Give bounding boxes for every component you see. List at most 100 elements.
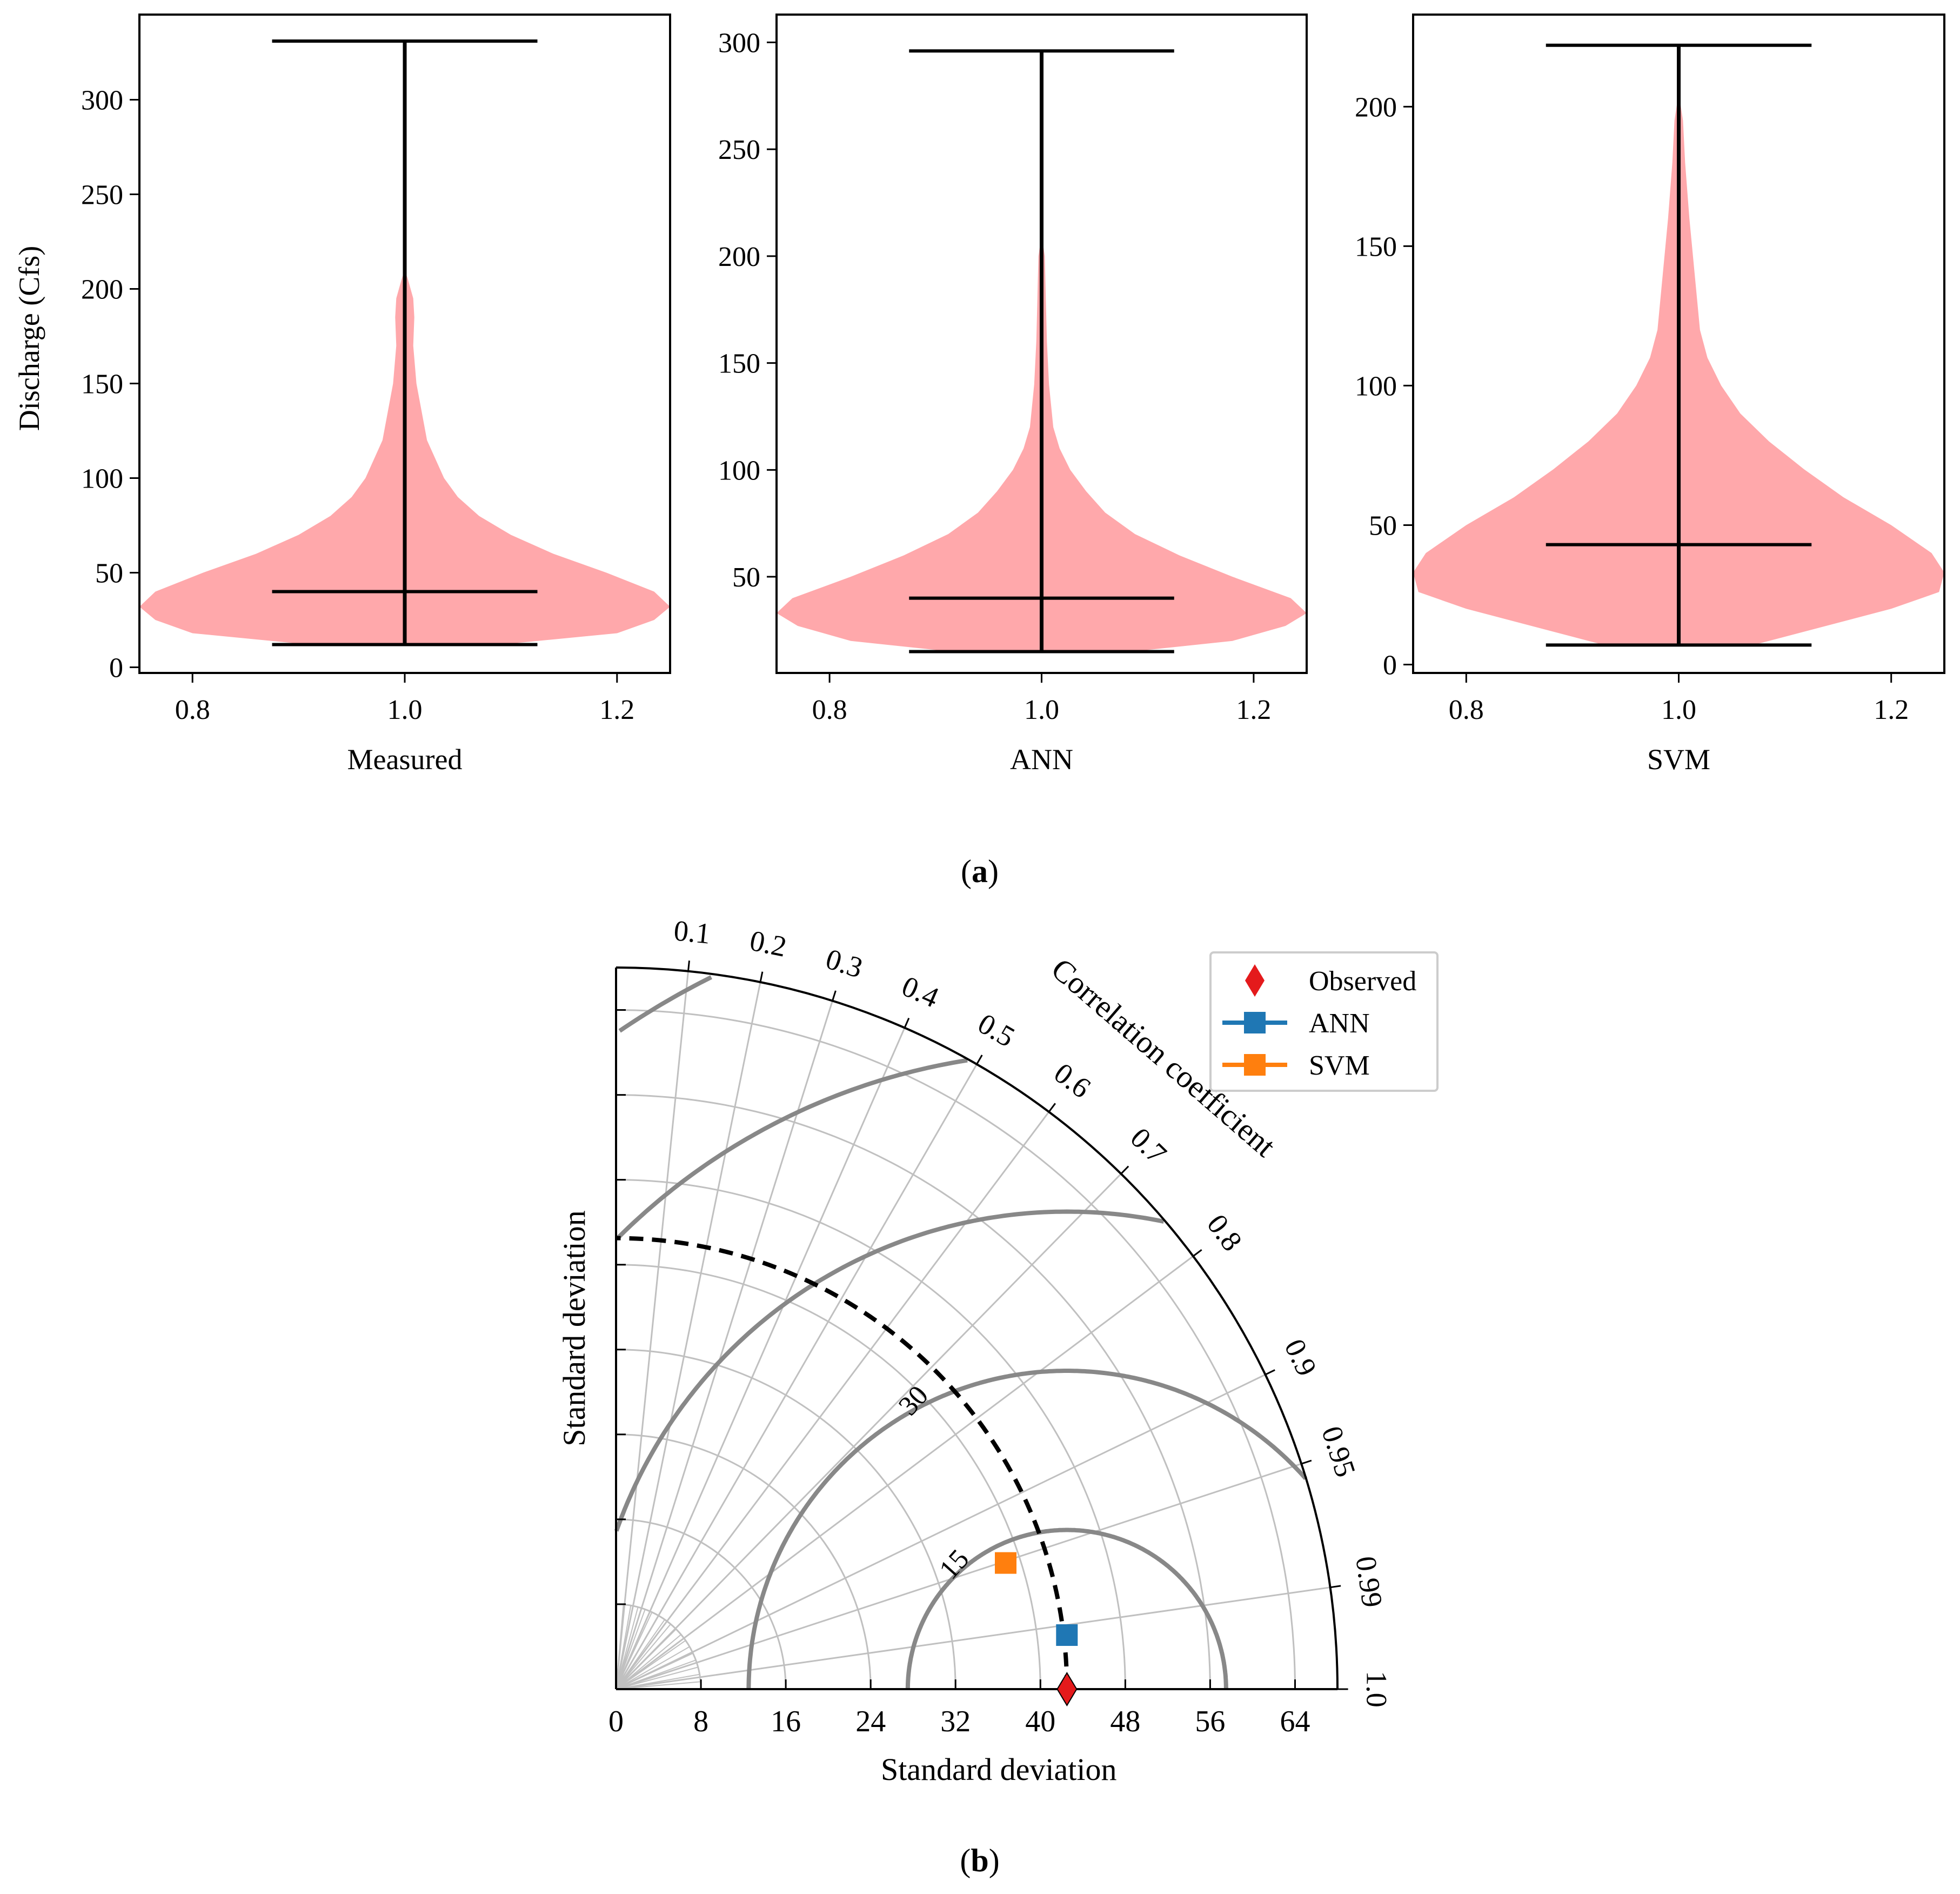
x-tick-label: 1.2 bbox=[599, 695, 634, 725]
caption-a-letter: a bbox=[972, 853, 988, 889]
corr-tick bbox=[1048, 1103, 1056, 1112]
inner-grid-line bbox=[616, 1673, 700, 1690]
std-grid-arc bbox=[616, 1264, 1041, 1690]
y-tick-label: 300 bbox=[718, 28, 760, 58]
x-tick-label: 1.0 bbox=[1661, 695, 1696, 725]
correlation-grid-line bbox=[615, 1027, 906, 1690]
legend-frame bbox=[1209, 951, 1439, 1092]
std-tick-label: 56 bbox=[1195, 1705, 1225, 1738]
inner-grid-line bbox=[616, 1634, 681, 1690]
inner-grid-line bbox=[616, 1652, 693, 1690]
y-tick-label: 100 bbox=[1355, 371, 1397, 402]
violin-measured: 0 50 100 150 200 250 300 0.8 1.0 1.2 Measured Disch… bbox=[13, 14, 671, 776]
corr-tick bbox=[687, 961, 690, 971]
corr-tick-label: 0.1 bbox=[672, 914, 712, 950]
corr-tick bbox=[1330, 1585, 1341, 1589]
x-tick-label: 1.0 bbox=[1024, 695, 1059, 725]
caption-a: (a) bbox=[961, 853, 999, 889]
y-tick-label: 250 bbox=[718, 135, 760, 165]
caption-b: (b) bbox=[960, 1843, 999, 1878]
rms-contour-label: 30 bbox=[893, 1380, 934, 1422]
x-axis-label: SVM bbox=[1647, 743, 1710, 776]
y-tick-label: 250 bbox=[81, 180, 123, 211]
std-tick-label: 16 bbox=[771, 1705, 801, 1738]
correlation-grid-line bbox=[616, 1463, 1302, 1690]
corr-tick bbox=[904, 1017, 910, 1029]
inner-grid-line bbox=[616, 1666, 698, 1690]
taylor-diagram: 15 30 0 8 16 24 32 40 48 56 64 0.1 0.2 0.3 0.4 0.5 0.6 0.… bbox=[557, 914, 1439, 1787]
inner-grid-line bbox=[616, 1607, 639, 1690]
violin-ann: 50 100 150 200 250 300 0.8 1.0 1.2 ANN bbox=[718, 14, 1308, 776]
std-tick-label: 8 bbox=[693, 1705, 708, 1738]
rms-contour bbox=[614, 1209, 1165, 1532]
point-svm bbox=[995, 1552, 1016, 1574]
corr-tick bbox=[1265, 1369, 1275, 1376]
correlation-grid-line bbox=[616, 1586, 1330, 1690]
y-tick-label: 150 bbox=[81, 369, 123, 400]
inner-grid-line bbox=[616, 1659, 696, 1690]
point-ann bbox=[1056, 1624, 1078, 1646]
x-tick-label: 0.8 bbox=[1449, 695, 1484, 725]
x-tick-label: 0.8 bbox=[812, 695, 847, 725]
std-grid-arc bbox=[616, 1009, 1296, 1690]
inner-grid-line bbox=[616, 1619, 665, 1690]
inner-grid-line bbox=[616, 1681, 701, 1690]
legend-label-svm: SVM bbox=[1309, 1050, 1370, 1081]
rms-contour bbox=[618, 975, 713, 1033]
legend-marker-svm bbox=[1244, 1054, 1266, 1076]
x-axis-label: ANN bbox=[1010, 743, 1073, 776]
std-tick-label: 48 bbox=[1110, 1705, 1140, 1738]
inner-grid-line bbox=[616, 1609, 646, 1690]
legend-label-observed: Observed bbox=[1309, 966, 1416, 997]
rms-contour bbox=[905, 1528, 1228, 1689]
corr-tick-label: 0.4 bbox=[897, 970, 944, 1014]
violin-panels: 0 50 100 150 200 250 300 0.8 1.0 1.2 Measured Disch… bbox=[13, 14, 1945, 776]
corr-tick bbox=[1193, 1249, 1202, 1257]
rms-contour bbox=[746, 1369, 1308, 1689]
y-tick-label: 100 bbox=[718, 455, 760, 486]
inner-grid-line bbox=[616, 1612, 653, 1690]
y-tick-label: 200 bbox=[718, 242, 760, 272]
std-grid-arc bbox=[616, 1179, 1126, 1690]
outer-arc bbox=[616, 966, 1339, 1690]
corr-tick bbox=[832, 990, 837, 1001]
correlation-grid-line bbox=[616, 1373, 1266, 1690]
std-grid-arc bbox=[616, 1094, 1211, 1690]
corr-tick bbox=[1301, 1459, 1312, 1465]
inner-grid-line bbox=[616, 1629, 677, 1690]
x-tick-label: 1.2 bbox=[1236, 695, 1271, 725]
correlation-grid-line bbox=[615, 1001, 833, 1690]
corr-tick-label: 0.3 bbox=[822, 942, 866, 984]
y-tick-label: 200 bbox=[81, 275, 123, 305]
std-tick-label: 64 bbox=[1280, 1705, 1310, 1738]
inner-grid-line bbox=[616, 1605, 632, 1690]
correlation-grid-line bbox=[615, 1173, 1122, 1690]
x-tick-label: 1.0 bbox=[387, 695, 423, 725]
std-tick-label: 24 bbox=[855, 1705, 886, 1738]
corr-tick-label: 0.7 bbox=[1124, 1122, 1173, 1170]
rms-contour-label: 15 bbox=[933, 1544, 975, 1585]
corr-tick-label: 0.5 bbox=[973, 1007, 1020, 1053]
y-tick-label: 0 bbox=[1383, 650, 1397, 681]
y-axis-label: Discharge (Cfs) bbox=[13, 246, 45, 431]
std-grid-arc bbox=[616, 1518, 787, 1690]
legend-marker-ann bbox=[1244, 1012, 1266, 1033]
y-tick-label: 50 bbox=[732, 562, 760, 593]
corr-tick-label: 0.2 bbox=[747, 924, 789, 963]
corr-tick bbox=[976, 1055, 983, 1065]
y-tick-label: 150 bbox=[1355, 231, 1397, 262]
x-tick-label: 0.8 bbox=[175, 695, 210, 725]
violin-svm: 0 50 100 150 200 0.8 1.0 1.2 SVM bbox=[1355, 14, 1945, 776]
corr-tick-label: 0.9 bbox=[1278, 1334, 1323, 1381]
std-grid-arc bbox=[616, 1433, 872, 1690]
inner-grid-line bbox=[616, 1640, 686, 1690]
corr-tick bbox=[1120, 1165, 1129, 1175]
inner-grid-line bbox=[616, 1604, 624, 1690]
legend-marker-observed bbox=[1245, 964, 1265, 997]
correlation-grid-line bbox=[615, 971, 689, 1690]
x-axis-label: Measured bbox=[347, 743, 463, 776]
corr-tick-label: 0.6 bbox=[1048, 1057, 1097, 1105]
corr-tick-label: 1.0 bbox=[1361, 1671, 1393, 1708]
y-tick-label: 50 bbox=[1369, 510, 1397, 541]
